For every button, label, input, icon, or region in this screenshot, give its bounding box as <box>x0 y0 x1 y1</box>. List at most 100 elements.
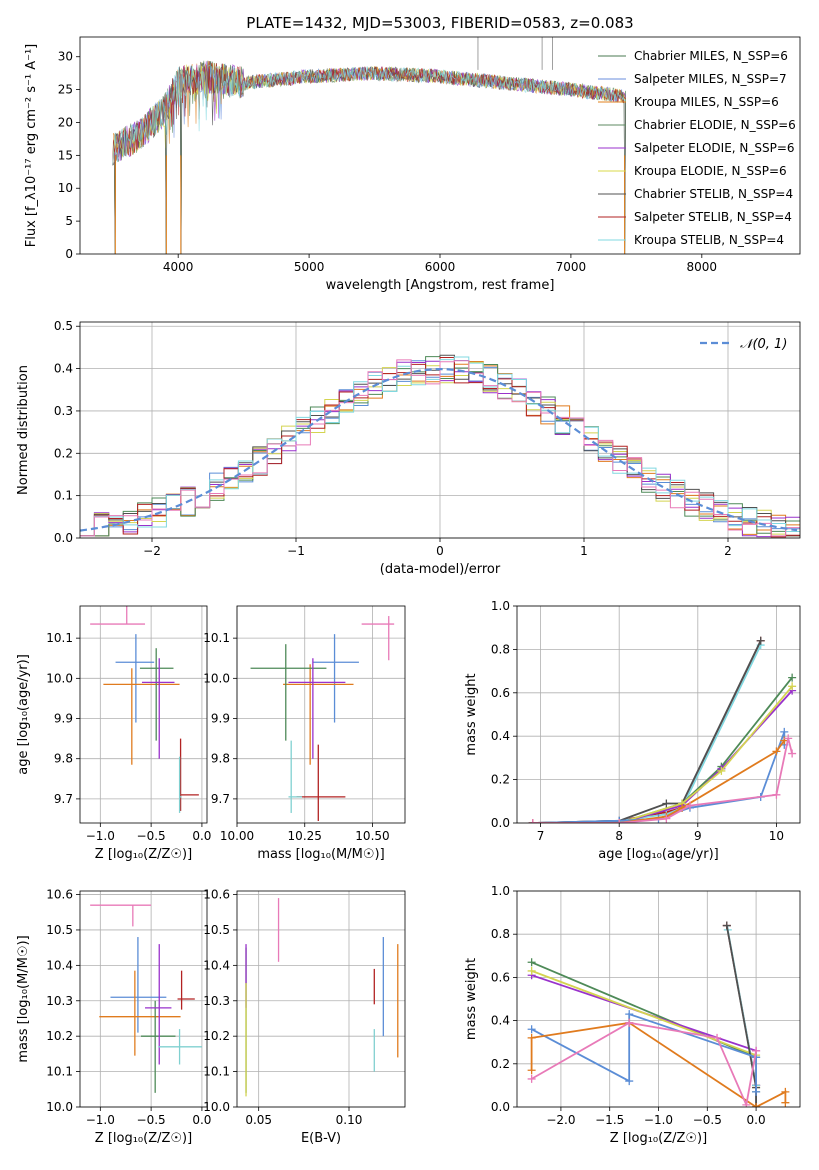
weight-line <box>532 644 762 823</box>
axes-frame <box>236 605 406 824</box>
x-axis-label: mass [log₁₀(M/M☉)] <box>257 847 384 862</box>
y-tick-label: 0.2 <box>491 1057 510 1071</box>
y-tick-label: 10.4 <box>203 958 230 972</box>
y-tick-label: 0.2 <box>54 446 73 460</box>
y-tick-label: 9.9 <box>211 712 230 726</box>
y-tick-label: 10.0 <box>203 1100 230 1114</box>
x-tick-label: 0.0 <box>192 1113 211 1127</box>
axes-residuals: −2 −1 0 1 2 0.0 0.1 0.2 0.3 0.4 0.5 (data-model)/er… <box>16 319 801 577</box>
weight-marker <box>742 1100 751 1107</box>
plot-area <box>245 898 399 1097</box>
legend-label: Salpeter STELIB, N_SSP=4 <box>634 210 792 224</box>
y-tick-label: 0.6 <box>491 970 510 984</box>
axes-frame <box>79 605 208 824</box>
axes-frame <box>516 890 801 1108</box>
y-tick-label: 5 <box>65 214 73 228</box>
plot-area <box>528 636 797 823</box>
x-tick-label: 9 <box>694 829 702 843</box>
weight-marker <box>527 966 536 975</box>
weight-marker <box>662 814 671 823</box>
x-tick-label: −2.0 <box>546 1113 575 1127</box>
x-tick-label: 2 <box>724 544 732 558</box>
axes-weight_vs_Z: −2.0 −1.5 −1.0 −0.5 0.0 0.0 0.2 0.4 0.6 0.8 1.0 Z [… <box>464 884 801 1146</box>
weight-marker <box>662 799 671 808</box>
axes-frame <box>236 890 406 1108</box>
x-tick-label: 7 <box>537 829 545 843</box>
y-tick-label: 10.6 <box>46 888 73 902</box>
axes-mass_vs_ebv: 0.05 0.10 10.0 10.1 10.2 10.3 10.4 10.5 10.6 E(B-… <box>203 888 406 1146</box>
weight-marker <box>527 1025 536 1034</box>
y-tick-label: 10.2 <box>46 1029 73 1043</box>
y-tick-label: 9.8 <box>211 752 230 766</box>
x-tick-label: −1.0 <box>86 829 115 843</box>
y-tick-label: 10.5 <box>203 923 230 937</box>
x-axis-label: wavelength [Angstrom, rest frame] <box>326 278 555 293</box>
weight-marker <box>527 1033 536 1042</box>
y-tick-label: 0 <box>65 247 73 261</box>
plot-area <box>112 37 626 254</box>
weight-marker <box>528 819 537 823</box>
weight-marker <box>717 766 726 775</box>
weight-line <box>532 731 786 823</box>
x-tick-label: −0.5 <box>137 1113 166 1127</box>
grid-lines <box>80 606 207 823</box>
plot-area <box>250 616 395 821</box>
residual-histogram <box>80 359 800 537</box>
y-axis-label: Flux [f_λ10⁻¹⁷ erg cm⁻² s⁻¹ A⁻¹] <box>24 44 39 248</box>
plot-area <box>90 904 202 1093</box>
y-tick-label: 0.0 <box>54 531 73 545</box>
x-axis-label: E(B-V) <box>301 1131 341 1146</box>
weight-line <box>532 677 793 823</box>
x-tick-label: 0.0 <box>747 1113 766 1127</box>
y-tick-label: 0.4 <box>491 729 510 743</box>
y-tick-label: 25 <box>58 83 73 97</box>
grid-lines <box>237 891 405 1108</box>
y-tick-label: 0.3 <box>54 404 73 418</box>
weight-marker <box>527 1074 536 1083</box>
y-tick-label: 0.8 <box>491 642 510 656</box>
weight-marker <box>752 1103 761 1107</box>
y-tick-label: 10.4 <box>46 958 73 972</box>
y-tick-label: 10.6 <box>203 888 230 902</box>
legend-label: Kroupa STELIB, N_SSP=4 <box>634 233 784 247</box>
y-axis-label: mass [log₁₀(M/M☉)] <box>16 935 31 1062</box>
weight-marker <box>752 1046 761 1055</box>
legend-label: 𝒩(0, 1) <box>740 337 787 352</box>
x-tick-label: 8 <box>615 829 623 843</box>
weight-marker <box>625 1077 634 1086</box>
x-tick-label: −1 <box>287 544 305 558</box>
x-tick-label: −1.0 <box>644 1113 673 1127</box>
x-tick-label: 0.0 <box>192 829 211 843</box>
x-tick-label: 1 <box>580 544 588 558</box>
weight-marker <box>781 1098 790 1107</box>
y-tick-label: 1.0 <box>491 599 510 613</box>
grid-lines <box>236 606 405 823</box>
axes-spectrum: 4000 5000 6000 7000 8000 0 5 10 15 20 25 30 waveleng… <box>24 36 801 293</box>
x-tick-label: 6000 <box>425 260 456 274</box>
y-tick-label: 0.0 <box>491 1100 510 1114</box>
weight-marker <box>752 1087 761 1096</box>
y-tick-label: 30 <box>58 50 73 64</box>
y-tick-label: 10.5 <box>46 923 73 937</box>
y-tick-label: 10.0 <box>203 671 230 685</box>
x-axis-label: Z [log₁₀(Z/Z☉)] <box>610 1131 707 1146</box>
axes-age_vs_Z: −1.0 −0.5 0.0 9.7 9.8 9.9 10.0 10.1 Z [log₁₀(Z/Z… <box>16 605 211 862</box>
weight-marker <box>788 682 797 691</box>
weight-line <box>532 640 762 823</box>
legend-label: Salpeter ELODIE, N_SSP=6 <box>634 141 795 155</box>
x-tick-label: −0.5 <box>137 829 166 843</box>
weight-line <box>532 685 793 823</box>
legend-label: Chabrier ELODIE, N_SSP=6 <box>634 118 796 132</box>
grid-lines <box>517 605 800 824</box>
x-axis-label: (data-model)/error <box>380 562 501 577</box>
legend-label: Kroupa ELODIE, N_SSP=6 <box>634 164 787 178</box>
x-tick-label: 7000 <box>556 260 587 274</box>
legend-label: Chabrier STELIB, N_SSP=4 <box>634 187 793 201</box>
y-tick-label: 0.5 <box>54 319 73 333</box>
weight-marker <box>788 673 797 682</box>
legend-label: Kroupa MILES, N_SSP=6 <box>634 95 779 109</box>
weight-marker <box>625 1018 634 1027</box>
legend-label: Chabrier MILES, N_SSP=6 <box>634 49 788 63</box>
axes-age_vs_mass: 10.00 10.25 10.50 9.7 9.8 9.9 10.0 10.1 mass [lo… <box>203 605 406 862</box>
